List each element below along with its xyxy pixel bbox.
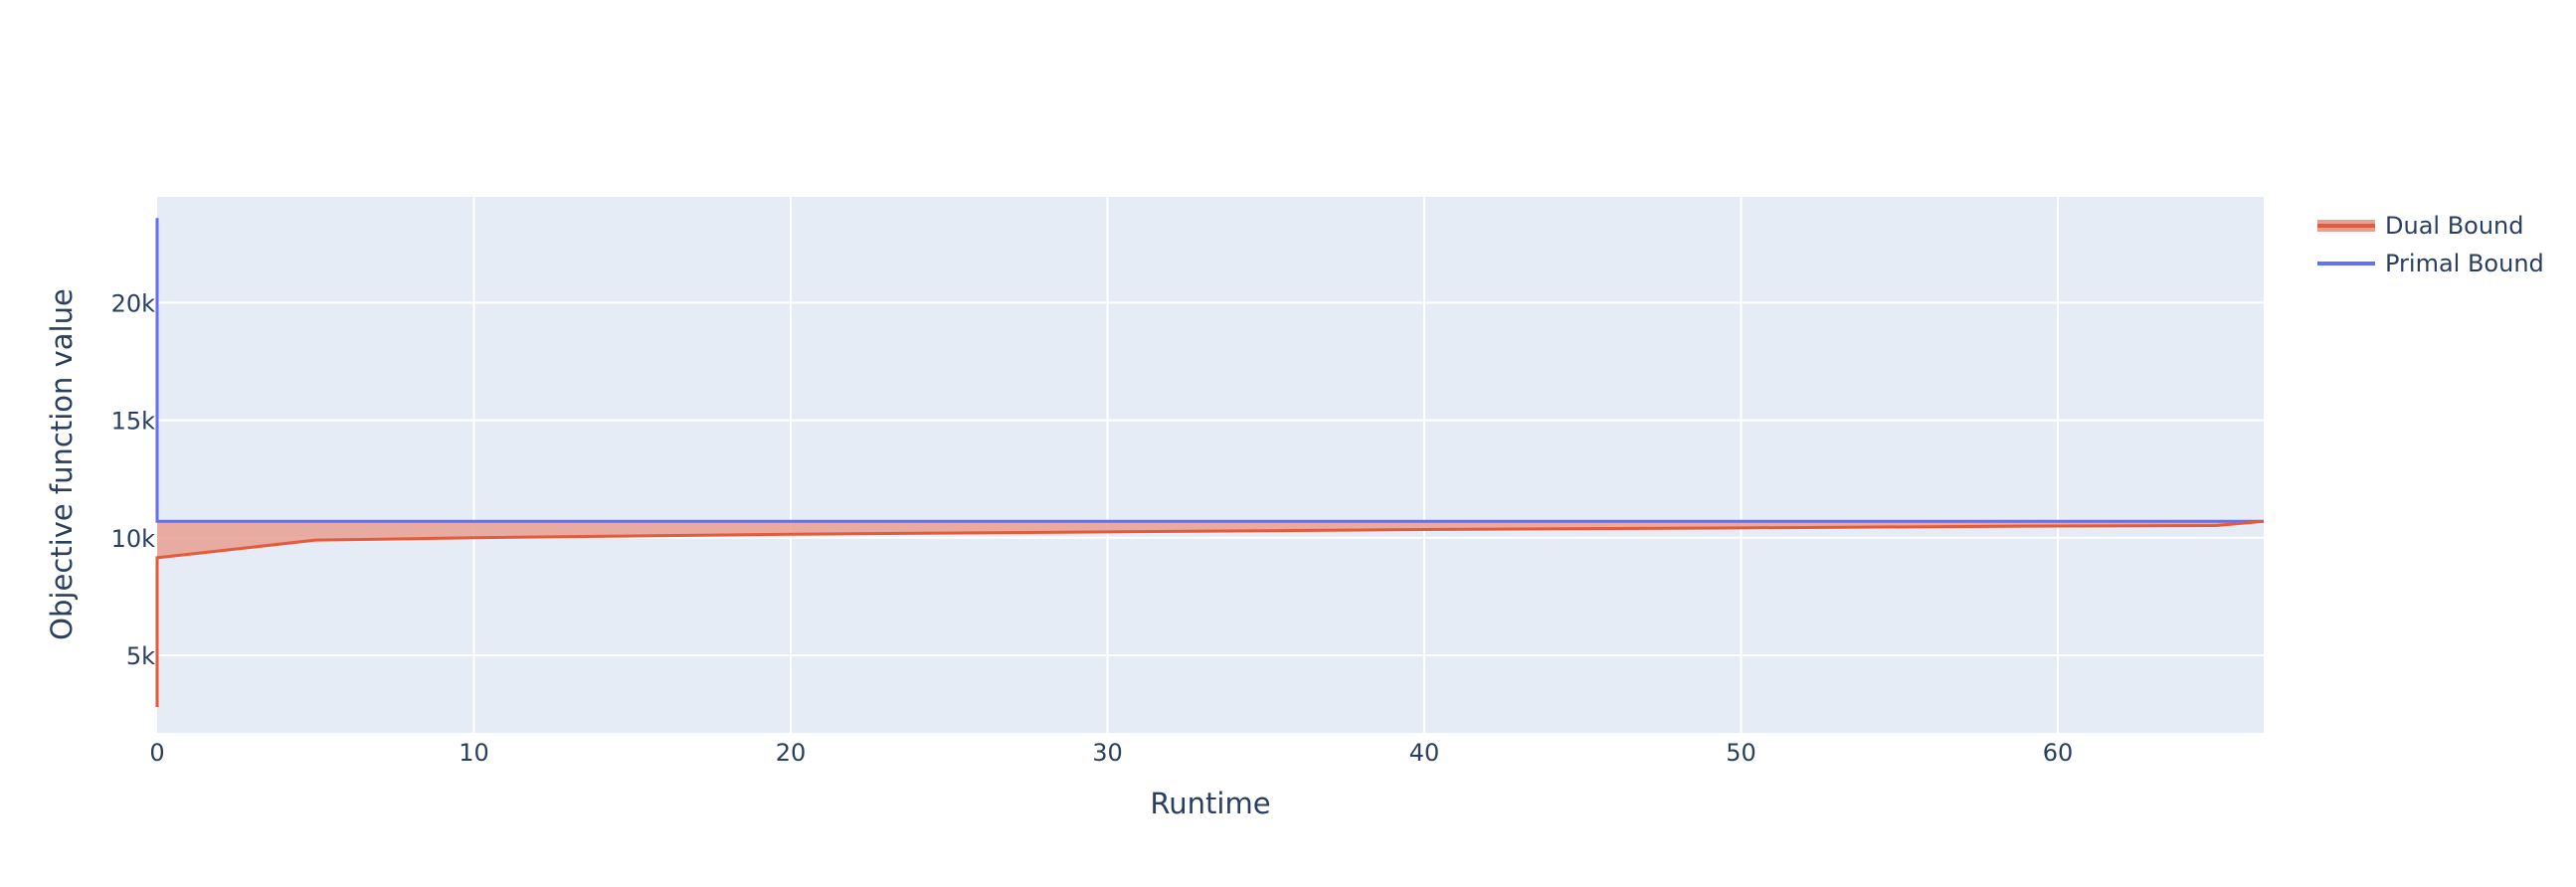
x-tick-label: 10 xyxy=(459,739,489,767)
dual-bound-gap-fill xyxy=(157,521,2264,558)
x-tick-label: 30 xyxy=(1092,739,1123,767)
legend-label: Dual Bound xyxy=(2385,212,2524,240)
y-axis-ticks: 5k 10k 15k 20k xyxy=(111,289,156,670)
gap-fill-layer xyxy=(157,521,2264,558)
x-tick-label: 60 xyxy=(2043,739,2074,767)
primal-bound-line xyxy=(155,218,2264,523)
x-tick-label: 0 xyxy=(149,739,164,767)
x-axis-ticks: 0 10 20 30 40 50 60 xyxy=(149,739,2073,767)
dual-bound-line xyxy=(155,519,2265,707)
legend-item[interactable]: Dual Bound xyxy=(2317,212,2524,240)
x-tick-label: 50 xyxy=(1726,739,1756,767)
y-tick-label: 15k xyxy=(111,408,156,436)
plot-background xyxy=(157,197,2264,733)
x-tick-label: 20 xyxy=(776,739,807,767)
legend-item[interactable]: Primal Bound xyxy=(2317,250,2544,277)
x-axis-title: Runtime xyxy=(1150,787,1270,820)
series-lines xyxy=(155,218,2265,707)
y-tick-label: 10k xyxy=(111,525,156,553)
legend[interactable]: Dual Bound Primal Bound xyxy=(2317,212,2544,277)
y-tick-label: 20k xyxy=(111,289,156,317)
y-axis-title: Objective function value xyxy=(45,288,79,640)
y-tick-label: 5k xyxy=(126,642,155,670)
x-tick-label: 40 xyxy=(1409,739,1440,767)
legend-label: Primal Bound xyxy=(2385,250,2544,277)
